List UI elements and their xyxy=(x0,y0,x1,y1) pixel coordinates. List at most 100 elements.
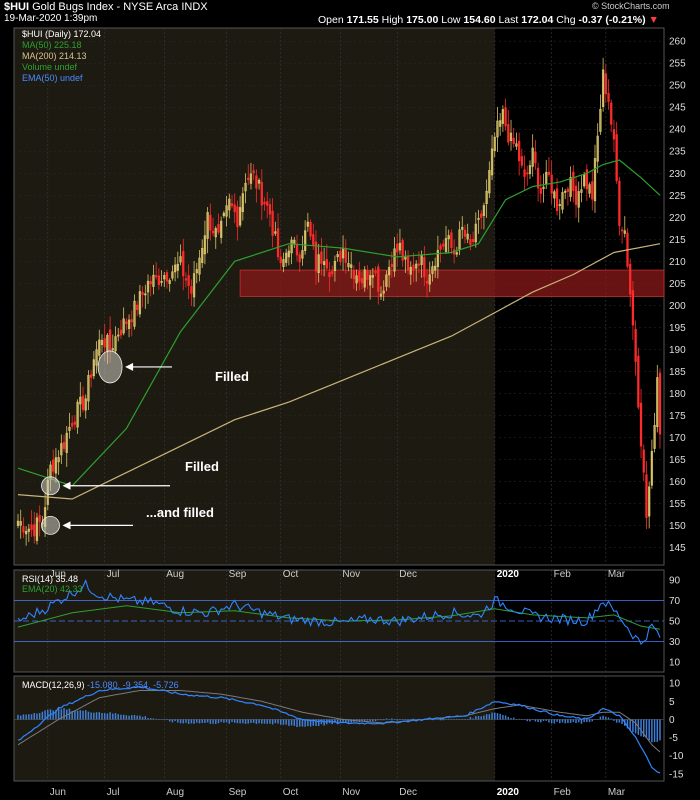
macd-histogram-bar xyxy=(128,715,130,720)
candle-body xyxy=(317,254,320,274)
macd-histogram-bar xyxy=(255,719,258,724)
macd-histogram-bar xyxy=(377,719,380,721)
candle-body xyxy=(152,274,155,287)
macd-histogram-bar xyxy=(569,719,572,723)
candle-body xyxy=(455,252,458,255)
x-tick-label-bottom: Oct xyxy=(283,787,299,798)
price-tick-label: 250 xyxy=(669,81,686,92)
candle-body xyxy=(176,263,179,271)
candle-body xyxy=(301,250,304,259)
rsi-tick-label: 50 xyxy=(669,617,681,628)
macd-histogram-bar xyxy=(407,719,409,721)
candle-body xyxy=(125,321,128,325)
chart-date: 19-Mar-2020 1:39pm xyxy=(4,13,98,24)
macd-histogram-bar xyxy=(512,717,515,720)
candle-body xyxy=(195,269,198,274)
candle-body xyxy=(252,170,255,174)
candle-body xyxy=(439,245,442,250)
macd-histogram-bar xyxy=(252,719,255,723)
candle-body xyxy=(192,273,196,298)
candle-body xyxy=(19,521,22,526)
price-tick-label: 145 xyxy=(669,543,686,554)
macd-histogram-bar xyxy=(282,719,285,725)
macd-histogram-bar xyxy=(317,719,320,727)
legend-rsi: RSI(14) 35.48 xyxy=(22,574,79,584)
macd-histogram-bar xyxy=(380,719,382,721)
ohlc-readout: Open 171.55 High 175.00 Low 154.60 Last … xyxy=(318,14,659,26)
candle-body xyxy=(201,247,204,263)
legend-ma50: MA(50) 225.18 xyxy=(22,40,82,50)
macd-histogram-bar xyxy=(434,719,436,720)
chart-symbol: $HUI Gold Bugs Index - NYSE Arca INDX xyxy=(4,1,208,13)
macd-histogram-bar xyxy=(469,717,472,720)
macd-histogram-bar xyxy=(258,719,260,724)
macd-histogram-bar xyxy=(198,719,201,724)
price-tick-label: 190 xyxy=(669,345,686,356)
candle-body xyxy=(325,258,328,269)
macd-panel-area-2019 xyxy=(14,676,495,781)
candle-body xyxy=(103,338,106,348)
annotation-label: Filled xyxy=(215,369,249,384)
macd-histogram-bar xyxy=(147,718,149,720)
candle-body xyxy=(257,179,261,184)
price-tick-label: 205 xyxy=(669,279,686,290)
macd-histogram-bar xyxy=(185,719,187,723)
candle-body xyxy=(474,223,477,243)
macd-histogram-bar xyxy=(382,719,385,721)
gap-circle xyxy=(97,350,123,384)
candle-body xyxy=(623,230,626,234)
x-tick-label: Aug xyxy=(166,569,184,580)
candle-body xyxy=(363,269,366,288)
macd-histogram-bar xyxy=(483,715,485,720)
macd-histogram-bar xyxy=(271,719,274,725)
candle-body xyxy=(358,271,361,282)
macd-histogram-bar xyxy=(577,719,580,723)
candle-body xyxy=(434,265,437,271)
candle-body xyxy=(601,69,605,108)
price-tick-label: 230 xyxy=(669,169,686,180)
candle-body xyxy=(415,263,418,269)
rsi-ema-line xyxy=(17,605,661,630)
macd-histogram-bar xyxy=(160,718,163,720)
annotation-label: ...and filled xyxy=(146,505,214,520)
macd-histogram-bar xyxy=(158,719,160,720)
candle-body xyxy=(515,143,518,147)
candle-body xyxy=(401,240,404,261)
candle-body xyxy=(412,264,415,271)
candle-body xyxy=(650,451,654,486)
macd-histogram-bar xyxy=(223,719,225,723)
macd-histogram-bar xyxy=(626,719,629,729)
candle-body xyxy=(555,188,559,212)
macd-histogram-bar xyxy=(236,719,239,724)
macd-histogram-bar xyxy=(499,713,501,720)
candle-body xyxy=(482,205,486,216)
candle-body xyxy=(290,239,293,254)
macd-histogram-bar xyxy=(656,719,659,742)
macd-histogram-bar xyxy=(103,713,106,720)
candle-body xyxy=(339,250,342,263)
price-tick-label: 255 xyxy=(669,59,686,70)
macd-histogram-bar xyxy=(361,719,363,722)
macd-histogram-bar xyxy=(369,719,371,721)
macd-histogram-bar xyxy=(583,719,585,723)
macd-histogram-bar xyxy=(25,714,27,720)
candle-body xyxy=(144,293,147,296)
candle-body xyxy=(71,422,74,427)
x-tick-label: Sep xyxy=(229,569,247,580)
x-tick-label-bottom: Sep xyxy=(229,787,247,798)
macd-histogram-bar xyxy=(166,719,168,720)
macd-histogram-bar xyxy=(312,719,315,726)
rsi-tick-label: 70 xyxy=(669,596,681,607)
macd-histogram-bar xyxy=(139,715,141,720)
price-tick-label: 200 xyxy=(669,301,686,312)
macd-histogram-bar xyxy=(591,719,594,722)
macd-histogram-bar xyxy=(149,718,152,720)
macd-histogram-bar xyxy=(594,719,596,720)
macd-histogram-bar xyxy=(301,719,304,727)
x-tick-label: Mar xyxy=(608,569,626,580)
candle-body xyxy=(303,230,307,251)
candle-body xyxy=(561,192,564,210)
candle-body xyxy=(390,264,393,268)
candle-body xyxy=(225,205,228,217)
candle-body xyxy=(62,442,66,449)
